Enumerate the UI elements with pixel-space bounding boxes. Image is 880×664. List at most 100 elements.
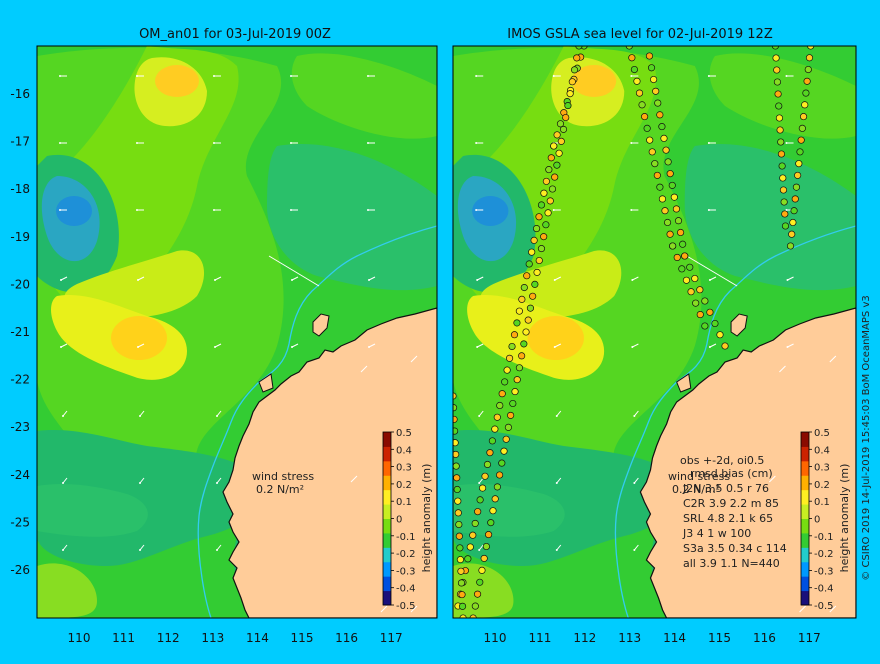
obs-marker [482, 542, 490, 551]
obs-marker [789, 218, 797, 227]
obs-marker [570, 66, 579, 74]
obs-marker [701, 322, 709, 330]
obs-marker [559, 125, 568, 133]
obs-marker [791, 195, 799, 203]
obs-marker [491, 495, 499, 503]
colorbar-swatch [801, 489, 809, 505]
wind-arrow [60, 276, 68, 281]
latitude-tick-label: -24 [10, 468, 30, 482]
obs-marker [794, 171, 802, 179]
colorbar-swatch [383, 460, 391, 476]
obs-marker [568, 78, 576, 86]
right-longitude-axis: 110 111 112 113 114 115 116 117 [484, 631, 821, 645]
obs-marker [520, 283, 528, 292]
obs-marker [548, 185, 557, 193]
colorbar-swatch [801, 576, 809, 592]
obs-marker [711, 319, 719, 328]
wind-arrow [476, 276, 484, 281]
obs-marker [652, 87, 660, 95]
wind-arrow [709, 343, 717, 348]
wind-arrow [380, 605, 388, 613]
obs-marker [466, 543, 474, 551]
obs-marker [453, 462, 460, 470]
colorbar-tick-label: 0.4 [396, 445, 412, 456]
obs-marker [633, 77, 641, 85]
obs-marker [508, 342, 516, 351]
obs-marker [515, 364, 524, 372]
obs-marker [669, 242, 677, 250]
obs-marker [478, 566, 486, 574]
obs-marker [540, 233, 548, 241]
obs-marker [773, 78, 781, 86]
obs-marker [775, 114, 784, 122]
obs-marker [628, 54, 636, 62]
longitude-tick-label: 117 [798, 631, 821, 645]
obs-marker [790, 207, 798, 215]
colorbar-tick-label: -0.3 [396, 566, 416, 577]
obs-marker [646, 136, 654, 144]
wind-arrow [62, 544, 68, 551]
wind-arrow [865, 277, 871, 280]
obs-marker [778, 162, 786, 170]
left-colorbar-gradient [383, 432, 391, 606]
obs-marker [456, 556, 465, 564]
right-sla-field [453, 46, 871, 618]
obs-marker [469, 531, 477, 539]
obs-marker [453, 485, 461, 494]
obs-marker [553, 131, 561, 139]
wind-arrow [446, 344, 452, 347]
wind-arrow [60, 343, 68, 348]
stats-row: J3 4 1 w 100 [682, 527, 751, 540]
obs-marker [453, 415, 458, 423]
obs-marker [528, 248, 536, 256]
obs-marker [454, 497, 462, 505]
left-sla-field [35, 46, 452, 618]
right-colorbar-gradient [801, 432, 809, 606]
wind-arrow [632, 276, 639, 281]
right-wind-stress-key: wind stress 0.2 N/m² [668, 470, 730, 496]
obs-marker [511, 388, 519, 396]
longitude-tick-label: 115 [708, 631, 731, 645]
obs-marker [706, 308, 714, 316]
obs-marker [776, 126, 784, 134]
obs-marker [476, 496, 484, 504]
latitude-tick-label: -16 [10, 87, 30, 101]
longitude-tick-label: 116 [335, 631, 358, 645]
obs-marker [656, 111, 664, 119]
wind-arrow [556, 544, 562, 551]
left-longitude-axis: 110 111 112 113 114 115 116 117 [68, 631, 403, 645]
right-wind-stress-label: wind stress [668, 470, 730, 483]
obs-marker [542, 177, 550, 185]
obs-marker [537, 201, 546, 209]
latitude-tick-label: -19 [10, 230, 30, 244]
obs-marker [804, 65, 812, 74]
obs-marker [458, 602, 467, 610]
obs-marker [686, 263, 694, 271]
obs-marker [464, 555, 472, 563]
obs-marker [625, 46, 633, 50]
right-colorbar: 0.5 0.4 0.3 0.2 0.1 0 -0.1 -0.2 -0.3 -0.4 -0.5 hei… [800, 428, 851, 612]
obs-marker [453, 439, 459, 447]
left-colorbar-ticks: 0.5 0.4 0.3 0.2 0.1 0 -0.1 -0.2 -0.3 -0.4 -0.5 [391, 428, 416, 612]
wind-arrow [139, 410, 145, 417]
obs-marker [453, 392, 457, 400]
wind-arrow [216, 410, 222, 417]
obs-marker [679, 240, 687, 248]
obs-marker [471, 602, 479, 610]
obs-marker [798, 124, 806, 132]
altimeter-observation-markers [453, 46, 815, 618]
obs-marker [542, 221, 550, 229]
obs-marker [479, 484, 487, 492]
obs-marker [455, 520, 463, 529]
obs-marker [653, 171, 661, 179]
obs-marker [780, 198, 788, 206]
obs-marker [474, 508, 482, 516]
right-map-panel: IMOS GSLA sea level for 02-Jul-2019 12Z … [452, 27, 871, 619]
obs-marker [556, 120, 565, 128]
colorbar-tick-label: -0.2 [396, 549, 416, 560]
wind-arrow [62, 410, 68, 417]
obs-marker [658, 195, 667, 203]
obs-marker [545, 166, 553, 174]
